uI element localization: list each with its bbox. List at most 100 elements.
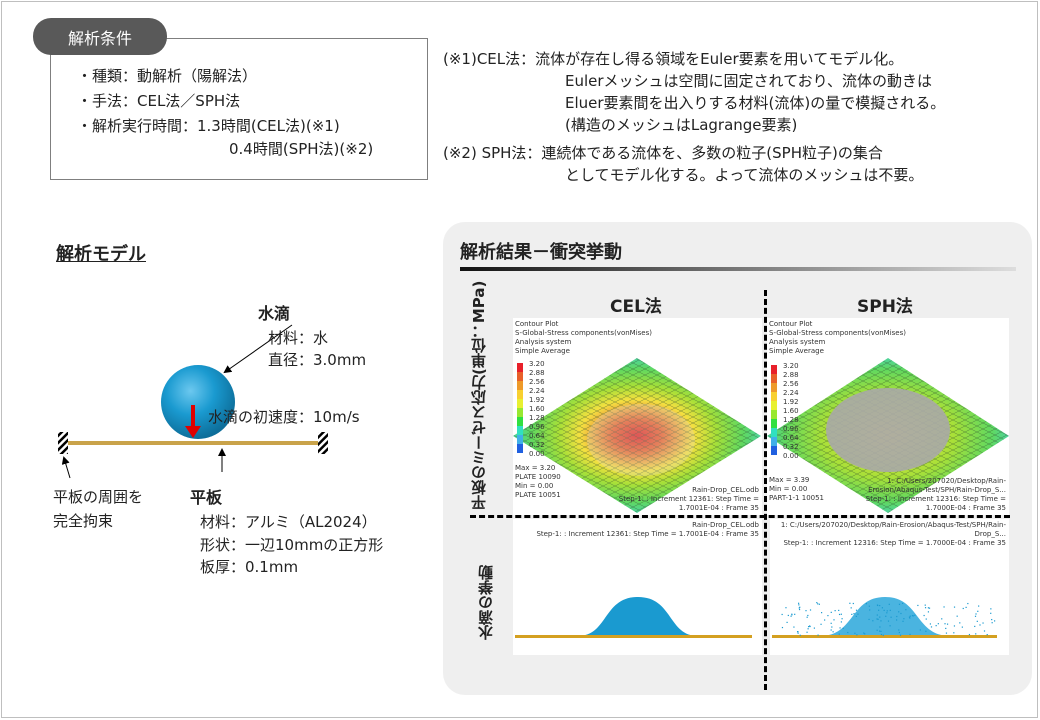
legend-swatch (517, 372, 523, 381)
sph-plot-header: Contour Plot S-Global-Stress components(v… (769, 320, 906, 355)
sph-particle (879, 626, 881, 628)
sph-particle (794, 613, 796, 615)
sph-particle (839, 627, 841, 629)
drop-leader (223, 324, 293, 374)
sph-particle (925, 618, 927, 620)
sph-particle (953, 606, 956, 608)
sph-particle (956, 615, 958, 617)
cel-contour (513, 358, 761, 513)
cel-drop-info: Rain-Drop_CEL.odb Step-1: : Increment 12… (517, 521, 759, 539)
row-stress-label: 平板のミーゼス応力 (単位：MPa) (470, 281, 488, 510)
sph-particle (994, 620, 996, 622)
sph-particle (991, 618, 993, 621)
sph-particle (831, 626, 833, 628)
sph-particle (898, 603, 901, 605)
sph-particle (876, 629, 878, 631)
sph-particle (877, 604, 879, 607)
sph-particle (796, 631, 799, 633)
sph-particle (902, 620, 904, 622)
sph-particle (923, 614, 925, 617)
sph-particle (944, 623, 946, 625)
sph-particle (909, 633, 911, 636)
sph-particle (791, 613, 793, 615)
note-cel-2: Eulerメッシュは空間に固定されており、流体の動きは (565, 72, 933, 90)
sph-particle (917, 604, 919, 607)
drop-title: 水滴 (258, 304, 291, 323)
sph-particle (863, 632, 865, 634)
legend-swatch (771, 446, 777, 455)
sph-particle (896, 619, 898, 621)
sph-particle (781, 613, 783, 616)
legend-swatch (771, 383, 777, 392)
sph-legend-bar (771, 365, 777, 455)
model-diagram (58, 324, 328, 479)
sph-particle (833, 619, 835, 621)
sph-particle (912, 615, 914, 617)
sph-particle (959, 622, 961, 624)
sph-particle (830, 629, 832, 631)
sph-particle (817, 634, 819, 636)
sph-particle (842, 627, 844, 629)
sph-particle (880, 620, 882, 622)
cel-drop-file: Rain-Drop_CEL.odb (692, 521, 759, 529)
sph-particle (924, 607, 927, 609)
plate (68, 441, 318, 445)
sph-particle (838, 633, 840, 635)
cel-file: Rain-Drop_CEL.odb (692, 486, 759, 494)
sph-particle (889, 609, 891, 611)
cel-drop-shape (515, 597, 752, 638)
sph-particle (832, 631, 834, 633)
sph-contour (767, 358, 1009, 513)
legend-swatch (771, 365, 777, 374)
drop-material: 材料：水 (268, 329, 329, 347)
legend-swatch (771, 392, 777, 401)
sph-particle (869, 609, 871, 611)
sph-particle (943, 606, 945, 608)
velocity-arrow-head (185, 426, 201, 438)
sph-drop-info: 1: C:/Users/207020/Desktop/Rain-Erosion/… (774, 521, 1006, 548)
sph-drop-particles (772, 597, 997, 638)
plate-material: 材料：アルミ（AL2024） (200, 513, 377, 531)
sph-particle (806, 631, 808, 633)
sph-particle (876, 618, 878, 620)
sph-particle (889, 625, 891, 627)
sph-particle (882, 634, 884, 636)
row-divider (470, 515, 1010, 518)
sph-particle (967, 602, 969, 605)
sph-particle (946, 623, 949, 625)
sph-particle (886, 612, 888, 614)
cel-plot-header: Contour Plot S-Global-Stress components(v… (515, 320, 652, 355)
sph-particle (968, 633, 971, 636)
sph-particle (975, 613, 977, 615)
sph-particle (806, 616, 808, 618)
sph-particle (841, 618, 843, 620)
sph-minmax: Max = 3.39 Min = 0.00 PART-1-1 10051 (769, 476, 825, 502)
condition-method: ・手法：CEL法／SPH法 (77, 92, 241, 110)
sph-particle (793, 626, 795, 628)
sph-particle (830, 622, 832, 624)
sph-particle (965, 606, 967, 609)
condition-time-sph: 0.4時間(SPH法)(※2) (229, 140, 374, 158)
sph-particle (898, 631, 900, 634)
legend-swatch (517, 444, 523, 453)
sph-particle (813, 627, 815, 629)
legend-swatch (517, 390, 523, 399)
sph-particle (983, 630, 986, 632)
sph-particle (899, 634, 902, 636)
method-notes: (※1)CEL法：流体が存在し得る領域をEuler要素を用いてモデル化。 Eul… (443, 48, 945, 186)
sph-particle (879, 604, 881, 607)
sph-particle (887, 620, 890, 622)
sph-particle (868, 618, 870, 621)
drop-diameter: 直径：3.0mm (268, 351, 367, 369)
sph-particle (911, 615, 914, 617)
row-stress-label-2: (単位：MPa) (470, 280, 488, 375)
constraint-2: 完全拘束 (53, 512, 114, 530)
sph-particle (838, 609, 840, 612)
sph-particle (961, 626, 963, 628)
sph-particle (820, 623, 822, 625)
sph-particle (851, 613, 853, 615)
sph-particle (953, 632, 955, 634)
legend-swatch (517, 417, 523, 426)
sph-particle (849, 602, 851, 604)
drop-velocity: 水滴の初速度：10m/s (208, 408, 360, 426)
